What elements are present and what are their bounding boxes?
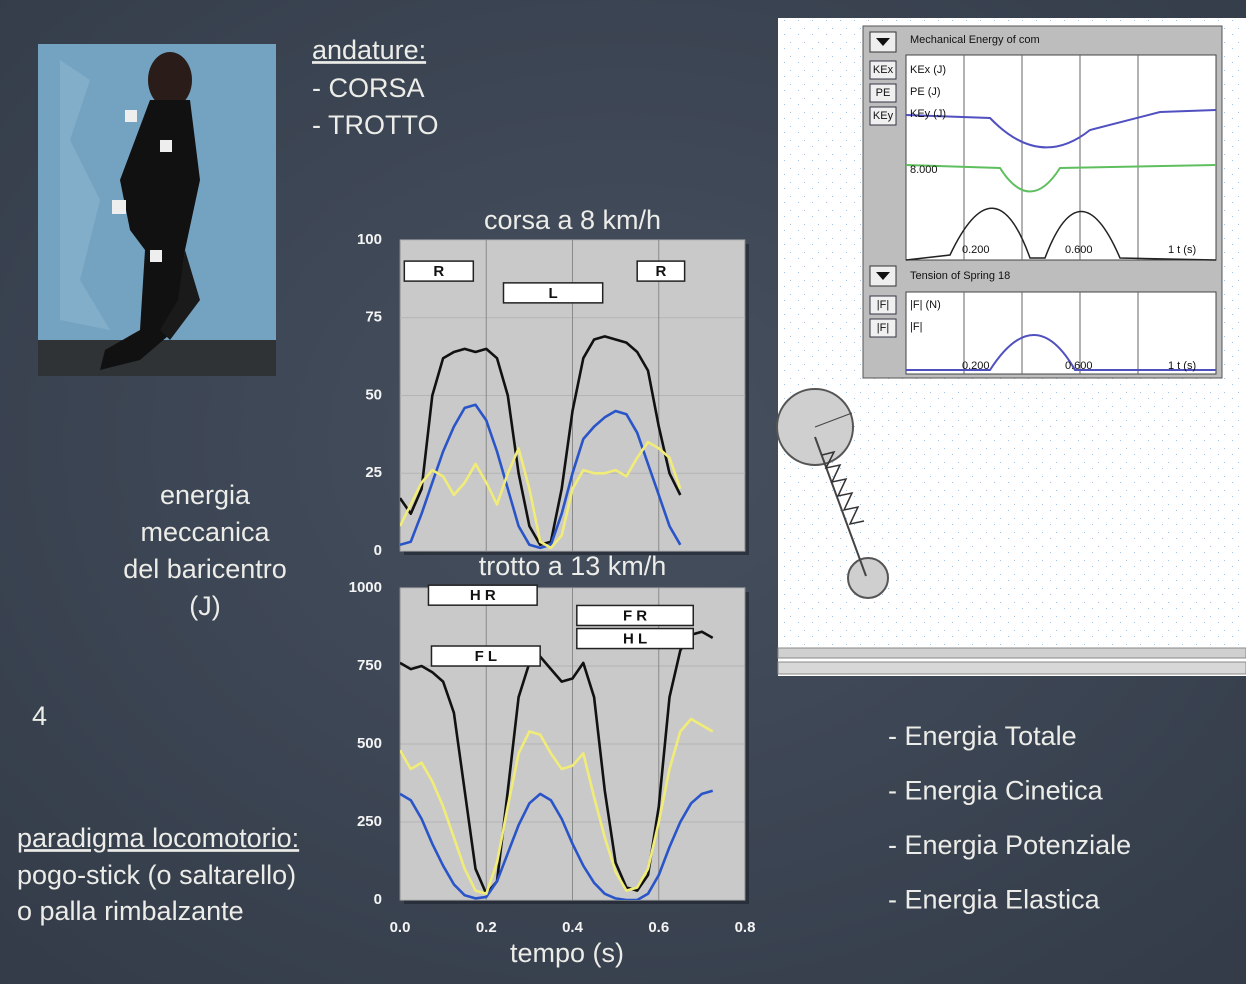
chart-title: corsa a 8 km/h: [484, 205, 661, 235]
x-tick-label: 0.6: [648, 919, 669, 936]
gaits-item: - CORSA: [312, 73, 425, 103]
energy-item: - Energia Potenziale: [888, 830, 1131, 860]
gaits-item: - TROTTO: [312, 110, 439, 140]
page: 0 25 50 75 100 R L Rcorsa a 8 km/h 0 250 500 750 100…: [0, 0, 1246, 984]
x-axis-label: tempo (s): [510, 938, 624, 968]
x-tick-label: 0.0: [390, 919, 411, 936]
paradigm-line: o palla rimbalzante: [17, 896, 244, 926]
gaits-heading: andature:: [312, 35, 426, 65]
y-tick-label: 500: [357, 735, 382, 752]
y-tick-label: 25: [365, 464, 382, 481]
y-tick-label: 0: [374, 542, 382, 559]
y-axis-label: del baricentro: [123, 554, 287, 584]
phase-label: F L: [475, 648, 498, 665]
y-tick-label: 0: [374, 891, 382, 908]
energy-item: - Energia Elastica: [888, 885, 1101, 915]
panel-title: Tension of Spring 18: [910, 270, 1010, 282]
panel-legend: |F| (N): [910, 299, 941, 311]
phase-label: H R: [470, 587, 496, 604]
phase-label: H L: [623, 631, 647, 648]
phase-label: F R: [623, 607, 647, 624]
panel-axis-label: 1 t (s): [1168, 244, 1196, 256]
panel-axis-label: 0.200: [962, 360, 990, 372]
panel-axis-label: 0.600: [1065, 244, 1093, 256]
y-tick-label: 250: [357, 813, 382, 830]
y-tick-label: 50: [365, 386, 382, 403]
panel-button-label: KEx: [873, 64, 894, 76]
x-tick-label: 0.8: [735, 919, 756, 936]
panel-button-label: |F|: [877, 299, 889, 311]
panel-legend: KEx (J): [910, 64, 946, 76]
panel-value-label: 8.000: [910, 164, 938, 176]
paradigm-heading: paradigma locomotorio:: [17, 823, 299, 853]
energy-item: - Energia Totale: [888, 721, 1077, 751]
phase-label: R: [655, 263, 666, 280]
panel-legend: |F|: [910, 321, 922, 333]
panel-axis-label: 0.200: [962, 244, 990, 256]
phase-label: R: [433, 263, 444, 280]
panel-title: Mechanical Energy of com: [910, 34, 1040, 46]
panel-axis-label: 1 t (s): [1168, 360, 1196, 372]
panel-legend: PE (J): [910, 86, 941, 98]
panel-axis-label: 0.600: [1065, 360, 1093, 372]
photo: [38, 44, 276, 376]
panel-button-label: KEy: [873, 110, 894, 122]
x-tick-label: 0.2: [476, 919, 497, 936]
panel-button-label: |F|: [877, 322, 889, 334]
y-axis-label: (J): [189, 591, 220, 621]
y-tick-label: 75: [365, 309, 382, 326]
paradigm-line: pogo-stick (o saltarello): [17, 860, 296, 890]
chart-title: trotto a 13 km/h: [479, 551, 667, 581]
panel-legend: KEy (J): [910, 108, 946, 120]
y-tick-label: 750: [357, 657, 382, 674]
slide: 0 25 50 75 100 R L Rcorsa a 8 km/h 0 250 500 750 100…: [0, 0, 1246, 984]
phase-label: L: [549, 285, 558, 302]
x-tick-label: 0.4: [562, 919, 584, 936]
slide-number: 4: [32, 701, 47, 731]
panel-button-label: PE: [876, 87, 891, 99]
y-axis-label: meccanica: [140, 517, 270, 547]
y-tick-label: 100: [357, 231, 382, 248]
y-axis-label: energia: [160, 480, 251, 510]
energy-item: - Energia Cinetica: [888, 776, 1104, 806]
y-tick-label: 1000: [349, 579, 382, 596]
